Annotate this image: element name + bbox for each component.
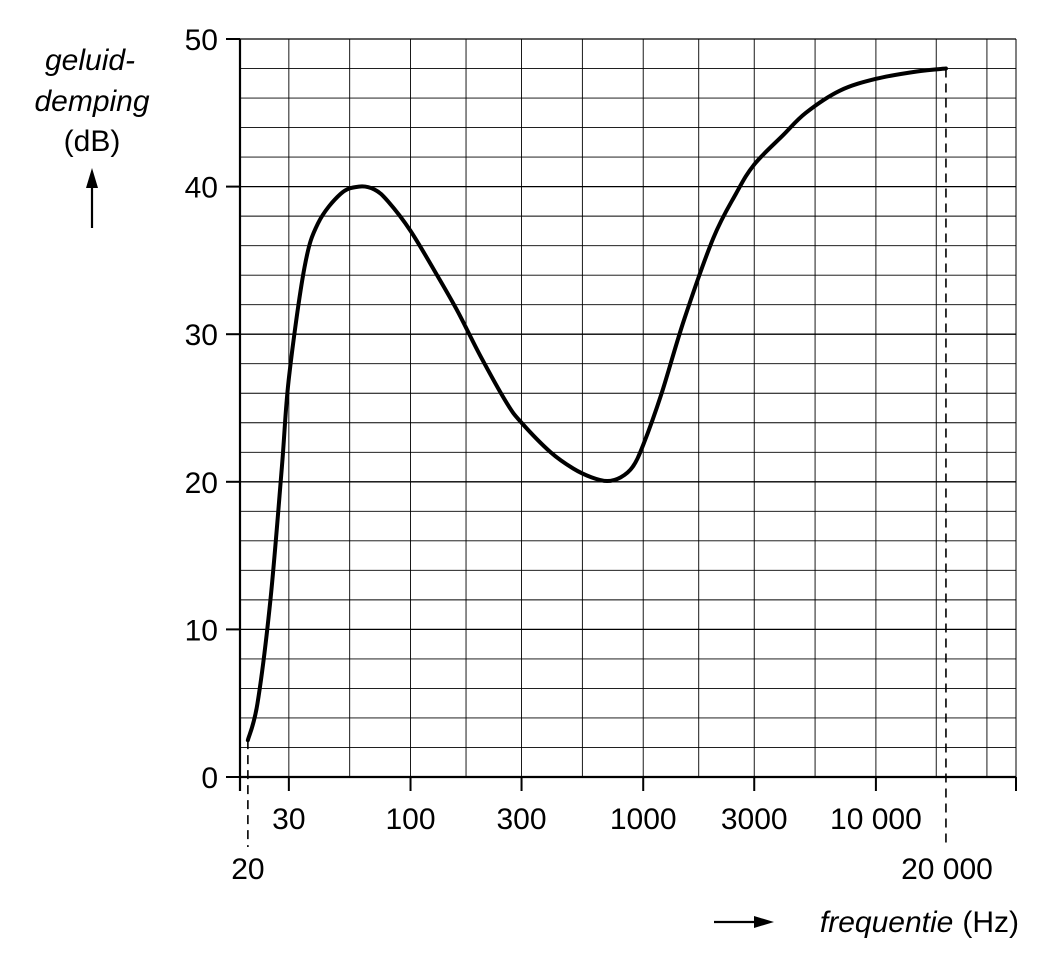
x-axis-label: frequentie (Hz): [820, 906, 1019, 939]
x-tick-label: 30: [272, 803, 305, 836]
y-axis-arrow-icon: [86, 168, 98, 228]
x-axis-arrow-icon: [714, 916, 774, 928]
x-tick-label: 10 000: [830, 803, 922, 836]
y-tick-label: 30: [185, 319, 218, 352]
x-tick-label: 1000: [610, 803, 677, 836]
series-line: [245, 66, 948, 743]
x-axis-label-name: frequentie: [820, 906, 953, 939]
y-tick-label: 40: [185, 172, 218, 205]
y-tick-label: 20: [185, 467, 218, 500]
y-axis-unit: (dB): [64, 125, 121, 158]
x-tick-label: 100: [385, 803, 435, 836]
y-tick-label: 0: [201, 762, 218, 795]
y-axis-label-line2: demping: [34, 85, 149, 118]
marks: 20 20 000: [231, 66, 993, 886]
y-axis-label-line1: geluid-: [45, 44, 135, 77]
grid: [240, 38, 1017, 777]
y-tick-label: 50: [185, 24, 218, 57]
x-marker-label: 20: [231, 853, 264, 886]
axes: 0 10 20 30 40 50 30 100 300 1000 3000 10 000: [185, 24, 1017, 836]
y-tick-label: 10: [185, 614, 218, 647]
x-marker-label: 20 000: [901, 853, 993, 886]
x-tick-label: 3000: [721, 803, 788, 836]
x-axis-label-unit: (Hz): [962, 906, 1019, 939]
x-tick-label: 300: [497, 803, 547, 836]
